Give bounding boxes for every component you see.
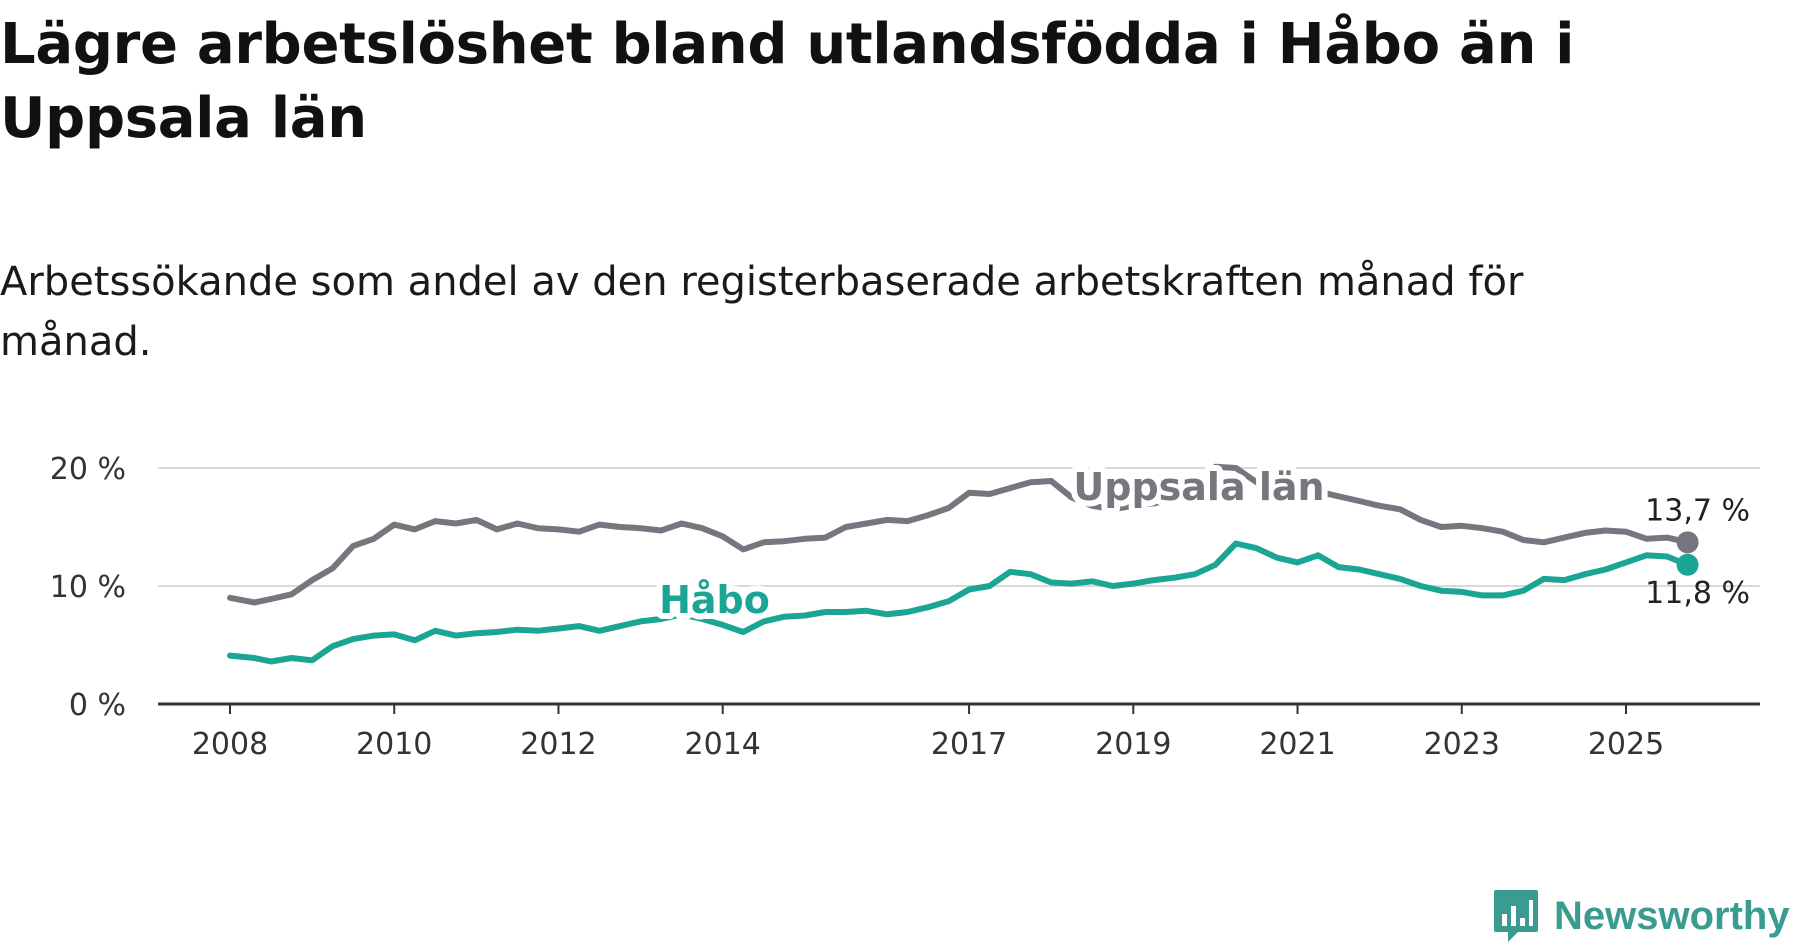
end-value-label: 11,8 %	[1645, 576, 1750, 611]
x-tick-label: 2025	[1588, 727, 1664, 762]
chart-subtitle: Arbetssökande som andel av den registerb…	[0, 259, 1524, 365]
x-axis: 2008 2010 2012 2014 2017 2019 2021 2023 2025	[158, 702, 1760, 762]
x-tick-label: 2017	[931, 727, 1007, 762]
series-line	[227, 540, 1691, 665]
series-label: Håbo	[659, 578, 770, 622]
x-tick-label: 2021	[1259, 727, 1335, 762]
end-point-marker	[1676, 531, 1699, 554]
grid-lines	[158, 467, 1760, 587]
x-tick-label: 2012	[520, 727, 596, 762]
x-tick-label: 2010	[356, 727, 432, 762]
x-tick-label: 2008	[192, 727, 268, 762]
page-title: Lägre arbetslöshet bland utlandsfödda i …	[0, 12, 1575, 151]
series-line	[227, 463, 1691, 606]
end-point-marker	[1676, 553, 1699, 576]
brand-logo: Newsworthy	[1492, 888, 1790, 944]
y-tick-label: 20 %	[50, 452, 126, 487]
x-tick-label: 2023	[1424, 727, 1500, 762]
x-tick-label: 2014	[685, 727, 761, 762]
y-tick-label: 10 %	[50, 570, 126, 605]
series-label: Uppsala län	[1073, 465, 1324, 509]
series-label-halo: Håbo	[659, 578, 770, 622]
series-label-halo: Uppsala län	[1073, 465, 1324, 509]
y-tick-label: 0 %	[69, 688, 126, 723]
bar-chart-icon	[1494, 890, 1538, 942]
y-axis: 0 % 10 % 20 %	[50, 452, 126, 723]
brand-name: Newsworthy	[1554, 893, 1790, 938]
x-tick-label: 2019	[1095, 727, 1171, 762]
end-value-label: 13,7 %	[1645, 493, 1750, 528]
series-lines	[227, 463, 1699, 665]
line-chart: 0 % 10 % 20 % 2008 2010 2012 2014 2017 2019 2021…	[50, 452, 1760, 762]
